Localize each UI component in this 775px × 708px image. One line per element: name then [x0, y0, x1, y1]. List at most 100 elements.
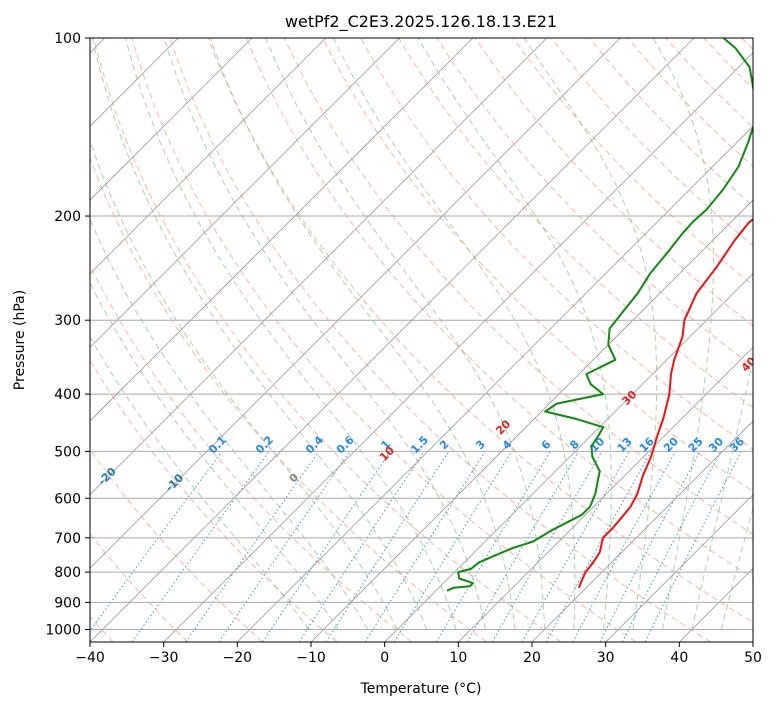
mixing-ratio-label: 0.1 [206, 433, 229, 456]
x-axis-label: Temperature (°C) [360, 681, 482, 697]
moist-adiabats [90, 38, 753, 630]
dry-adiabat-line [741, 38, 753, 50]
dry-adiabat-line [90, 264, 413, 642]
mixing-ratio-label: 0.2 [253, 433, 276, 456]
moist-adiabat-line [90, 218, 369, 630]
x-tick-label: 50 [744, 650, 762, 666]
isotherm-line [163, 52, 753, 642]
mixing-ratio-label: 6 [539, 437, 554, 452]
y-tick-label: 300 [54, 313, 81, 329]
mixing-ratio-line [435, 451, 552, 642]
moist-adiabat-label: 0 [287, 470, 302, 485]
moist-adiabat-line [417, 38, 612, 630]
dry-adiabat-line [283, 38, 753, 535]
moist-adiabat-line [691, 356, 753, 630]
y-tick-label: 700 [54, 531, 81, 547]
isotherm-line [531, 420, 753, 642]
dry-adiabat-line [207, 38, 753, 624]
y-tick-label: 400 [54, 387, 81, 403]
isotherm-line [90, 38, 621, 569]
moist-adiabat-line [90, 281, 339, 630]
y-tick-label: 600 [54, 491, 81, 507]
dry-adiabat-line [90, 156, 487, 642]
isotherm-line [90, 38, 253, 201]
x-tick-label: 20 [523, 650, 541, 666]
mixing-ratio-label: 2 [437, 438, 452, 453]
mixing-ratio-line [545, 451, 652, 642]
x-tick-label: −10 [296, 650, 326, 666]
sounding-profiles [446, 38, 753, 592]
mixing-ratio-label: 0.4 [303, 433, 326, 456]
mixing-ratio-line [364, 451, 486, 642]
dry-adiabat-line [474, 38, 753, 327]
x-tick-label: 40 [670, 650, 688, 666]
dry-adiabat-line [703, 38, 753, 89]
dry-adiabat-line [245, 38, 753, 579]
isotherm-line [384, 273, 753, 642]
moist-adiabat-label: 30 [619, 388, 639, 408]
moist-adiabat-label: 20 [493, 417, 513, 437]
dry-adiabat-label: -10 [163, 471, 186, 494]
dry-adiabat-label: -30 [29, 458, 52, 481]
reference-line-labels: -100-90-80-70-60-50-40-30-20-100.10.20.4… [29, 354, 759, 494]
ice-adiabat-line [0, 38, 69, 642]
isotherm-line [237, 125, 753, 642]
mixing-ratio-label: 13 [615, 435, 635, 455]
dry-adiabat-line [93, 38, 562, 642]
mixing-ratio-line [185, 451, 320, 642]
moist-adiabat-line [125, 38, 457, 630]
mixing-ratio-line [521, 451, 630, 642]
dewpoint-profile [446, 38, 753, 592]
isotherm-line [310, 199, 753, 642]
dry-adiabat-line [90, 359, 338, 642]
moist-adiabat-line [332, 38, 576, 630]
mixing-ratio-line [599, 451, 701, 642]
moist-adiabat-line [265, 38, 545, 630]
x-tick-label: 10 [449, 650, 467, 666]
dry-adiabat-line [398, 38, 753, 409]
isotherm-line [90, 38, 400, 348]
moist-adiabat-line [90, 335, 310, 630]
mixing-ratio-label: 3 [473, 438, 488, 453]
moist-adiabat-line [720, 506, 753, 630]
mixing-ratio-line [218, 451, 351, 642]
y-tick-label: 800 [54, 565, 81, 581]
moist-adiabat-line [209, 38, 516, 630]
mixing-ratio-line [572, 451, 676, 642]
plot-frame [89, 37, 754, 643]
moist-adiabat-label: 40 [739, 354, 759, 374]
dry-adiabat-line [169, 38, 711, 642]
y-axis-ticks: 100 200 300 400 500 600 700 800 900 1000 [45, 31, 90, 638]
mixing-ratio-label: 25 [686, 435, 706, 455]
mixing-ratio-line [621, 451, 722, 642]
y-tick-label: 500 [54, 444, 81, 460]
dry-adiabat-line [322, 38, 753, 492]
moist-adiabat-line [91, 38, 428, 630]
mixing-ratio-label: 8 [567, 438, 582, 453]
isotherm-line [90, 38, 326, 275]
plot-area: -100-90-80-70-60-50-40-30-20-100.10.20.4… [0, 38, 759, 642]
y-axis-label: Pressure (hPa) [12, 290, 28, 390]
x-axis-ticks: −40 −30 −20 −10 0 10 20 30 40 50 [75, 642, 762, 666]
mixing-ratio-line [393, 451, 513, 642]
mixing-ratio-label: 0.6 [334, 433, 357, 456]
moist-adiabat-line [163, 38, 487, 630]
dry-adiabat-line [90, 533, 189, 642]
isotherm-line [458, 346, 753, 642]
mixing-ratio-line [262, 451, 391, 642]
mixing-ratio-line [90, 451, 223, 632]
x-tick-label: −20 [223, 650, 253, 666]
dry-adiabat-line [512, 38, 753, 286]
isotherm-line [90, 38, 547, 496]
isotherm-line [752, 641, 753, 642]
isobars [90, 38, 753, 630]
moist-adiabat-line [523, 38, 658, 630]
x-tick-label: −30 [149, 650, 179, 666]
isotherm-line [679, 567, 753, 642]
x-tick-label: 0 [380, 650, 389, 666]
mixing-ratio-line [298, 451, 425, 642]
dry-adiabat-line [90, 448, 263, 642]
isotherm-line [90, 38, 474, 422]
moist-adiabat-line [90, 139, 398, 630]
